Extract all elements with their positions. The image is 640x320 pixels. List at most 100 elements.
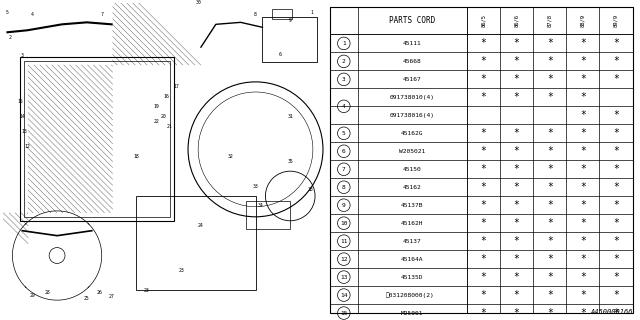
Text: 15: 15 bbox=[17, 99, 23, 104]
Text: *: * bbox=[547, 236, 552, 246]
Text: PARTS CORD: PARTS CORD bbox=[389, 16, 435, 26]
Text: 30: 30 bbox=[196, 0, 202, 5]
Text: 1: 1 bbox=[310, 10, 314, 15]
Text: *: * bbox=[613, 182, 619, 192]
Bar bbox=[20, 57, 174, 221]
Text: *: * bbox=[547, 254, 552, 264]
Text: *: * bbox=[481, 254, 486, 264]
Text: 11: 11 bbox=[340, 239, 348, 244]
Text: *: * bbox=[547, 56, 552, 66]
Text: 20: 20 bbox=[161, 114, 166, 119]
Text: 10: 10 bbox=[340, 221, 348, 226]
Text: *: * bbox=[580, 92, 586, 102]
Text: *: * bbox=[613, 164, 619, 174]
Text: 19: 19 bbox=[154, 104, 159, 109]
Text: *: * bbox=[580, 38, 586, 48]
Text: 3: 3 bbox=[342, 77, 346, 82]
Text: *: * bbox=[481, 128, 486, 138]
Circle shape bbox=[49, 248, 65, 263]
Text: *: * bbox=[514, 56, 520, 66]
Text: 45137B: 45137B bbox=[401, 203, 424, 208]
Text: M25001: M25001 bbox=[401, 310, 424, 316]
Text: 29: 29 bbox=[29, 293, 35, 298]
Text: *: * bbox=[481, 146, 486, 156]
Text: *: * bbox=[580, 254, 586, 264]
Text: 33: 33 bbox=[253, 184, 259, 188]
Text: *: * bbox=[514, 290, 520, 300]
Text: 4: 4 bbox=[31, 12, 34, 17]
Text: 14: 14 bbox=[19, 114, 25, 119]
Text: 9: 9 bbox=[289, 18, 292, 23]
Text: 86/6: 86/6 bbox=[514, 14, 519, 28]
Text: *: * bbox=[514, 164, 520, 174]
Text: *: * bbox=[580, 200, 586, 210]
Text: 45111: 45111 bbox=[403, 41, 422, 46]
Bar bbox=[330, 7, 632, 35]
Bar bbox=[246, 201, 290, 229]
Text: 45162G: 45162G bbox=[401, 131, 424, 136]
Text: *: * bbox=[481, 290, 486, 300]
Text: 89/9: 89/9 bbox=[614, 14, 618, 28]
Text: *: * bbox=[514, 146, 520, 156]
Text: 091738010(4): 091738010(4) bbox=[390, 95, 435, 100]
Text: *: * bbox=[547, 182, 552, 192]
Text: *: * bbox=[514, 272, 520, 282]
Text: 45162: 45162 bbox=[403, 185, 422, 190]
Text: 24: 24 bbox=[198, 223, 204, 228]
Text: *: * bbox=[580, 272, 586, 282]
Text: *: * bbox=[514, 254, 520, 264]
Text: 13: 13 bbox=[22, 129, 28, 134]
Text: 34: 34 bbox=[257, 204, 263, 208]
Text: *: * bbox=[580, 146, 586, 156]
Text: Ⓦ031208000(2): Ⓦ031208000(2) bbox=[386, 292, 435, 298]
Text: *: * bbox=[481, 92, 486, 102]
Text: 35: 35 bbox=[287, 159, 293, 164]
Text: 12: 12 bbox=[340, 257, 348, 262]
Text: 88/9: 88/9 bbox=[580, 14, 586, 28]
Text: *: * bbox=[580, 182, 586, 192]
Text: *: * bbox=[481, 272, 486, 282]
Text: *: * bbox=[613, 308, 619, 318]
Text: 2: 2 bbox=[9, 35, 12, 40]
Text: 15: 15 bbox=[340, 310, 348, 316]
Text: *: * bbox=[514, 236, 520, 246]
Text: *: * bbox=[514, 308, 520, 318]
Text: *: * bbox=[547, 200, 552, 210]
Text: *: * bbox=[547, 218, 552, 228]
Text: 4: 4 bbox=[342, 104, 346, 109]
Text: *: * bbox=[514, 218, 520, 228]
Text: 31: 31 bbox=[287, 114, 293, 119]
Text: *: * bbox=[547, 290, 552, 300]
Text: 25: 25 bbox=[84, 296, 90, 301]
Text: *: * bbox=[481, 38, 486, 48]
Text: *: * bbox=[514, 74, 520, 84]
Text: 1: 1 bbox=[342, 41, 346, 46]
Bar bbox=[24, 61, 170, 217]
Text: *: * bbox=[613, 146, 619, 156]
Text: 28: 28 bbox=[44, 290, 50, 295]
Text: 7: 7 bbox=[100, 12, 103, 17]
Text: 38: 38 bbox=[307, 187, 313, 192]
Text: *: * bbox=[580, 290, 586, 300]
Text: *: * bbox=[580, 164, 586, 174]
Text: *: * bbox=[481, 164, 486, 174]
Text: 12: 12 bbox=[24, 144, 30, 149]
Text: A450000166: A450000166 bbox=[590, 309, 632, 315]
Text: *: * bbox=[613, 218, 619, 228]
Text: *: * bbox=[613, 128, 619, 138]
Text: 45668: 45668 bbox=[403, 59, 422, 64]
Text: 45164A: 45164A bbox=[401, 257, 424, 262]
Bar bbox=[273, 10, 292, 20]
Text: *: * bbox=[580, 308, 586, 318]
Text: 9: 9 bbox=[342, 203, 346, 208]
Text: *: * bbox=[547, 308, 552, 318]
Text: 22: 22 bbox=[154, 119, 159, 124]
Text: 86/5: 86/5 bbox=[481, 14, 486, 28]
Text: 3: 3 bbox=[21, 52, 24, 58]
Text: 27: 27 bbox=[109, 294, 115, 299]
Text: 23: 23 bbox=[178, 268, 184, 273]
Text: *: * bbox=[613, 56, 619, 66]
Text: *: * bbox=[481, 218, 486, 228]
Text: *: * bbox=[580, 128, 586, 138]
Text: *: * bbox=[481, 308, 486, 318]
